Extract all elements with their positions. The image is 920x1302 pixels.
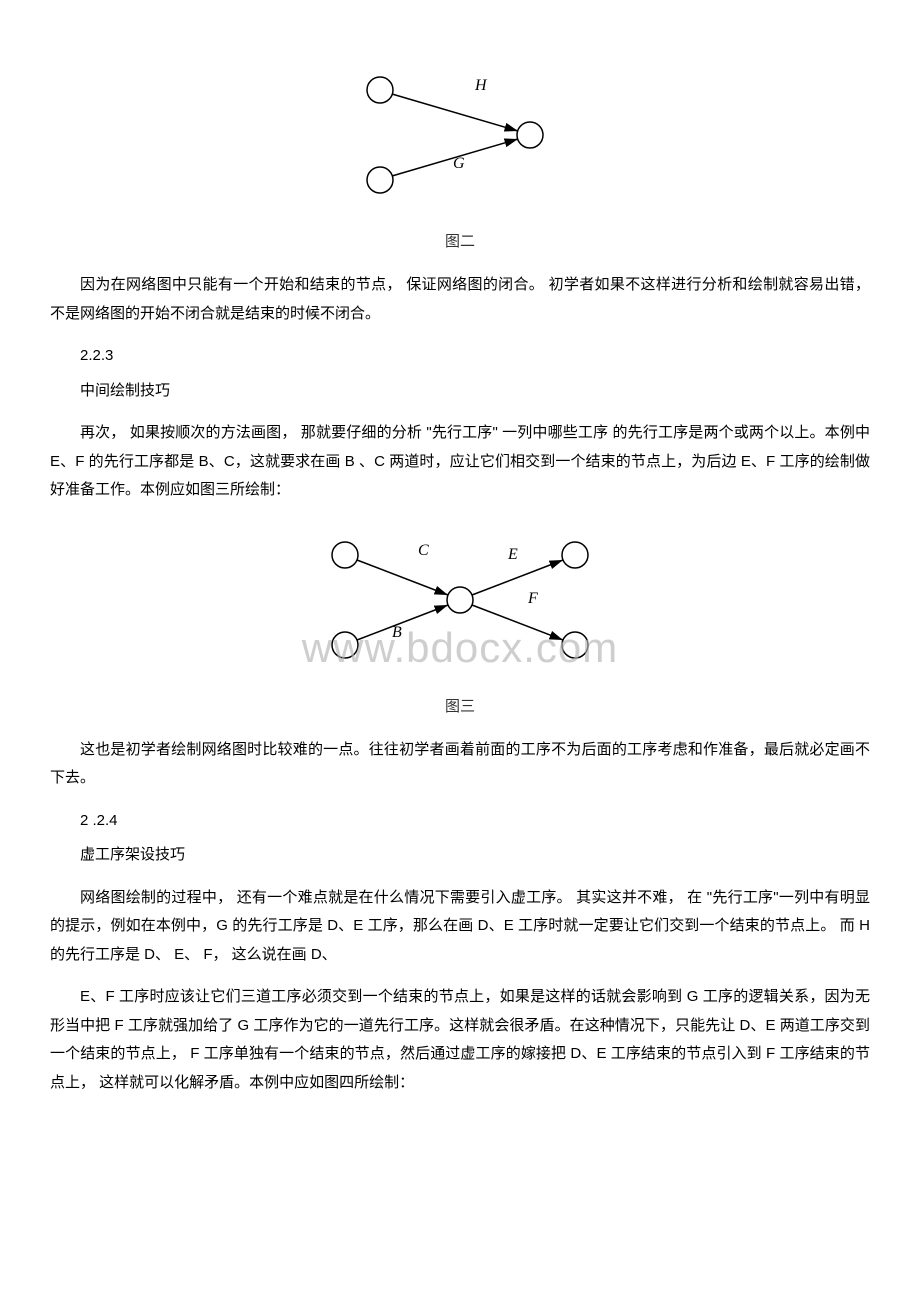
paragraph-1: 因为在网络图中只能有一个开始和结束的节点， 保证网络图的闭合。 初学者如果不这样… <box>50 271 870 328</box>
label-e: E <box>507 546 518 563</box>
paragraph-2: 再次， 如果按顺次的方法画图， 那就要仔细的分析 "先行工序" 一列中哪些工序 … <box>50 419 870 505</box>
label-g: G <box>453 155 465 172</box>
edge-e <box>472 560 563 595</box>
edge-b <box>357 605 448 640</box>
section-224-title: 虚工序架设技巧 <box>50 841 870 870</box>
paragraph-4: 网络图绘制的过程中， 还有一个难点就是在什么情况下需要引入虚工序。 其实这并不难… <box>50 884 870 970</box>
node-1 <box>367 77 393 103</box>
edge-f <box>472 605 563 640</box>
section-223-number: 2.2.3 <box>50 342 870 371</box>
figure-2-svg: H G <box>335 60 585 220</box>
edge-h <box>392 94 518 131</box>
node-m1 <box>332 542 358 568</box>
figure-3-container: C B E F 图三 <box>50 525 870 716</box>
paragraph-5: E、F 工序时应该让它们三道工序必须交到一个结束的节点上，如果是这样的话就会影响… <box>50 983 870 1097</box>
figure-3-svg: C B E F <box>310 525 610 685</box>
node-m3 <box>447 587 473 613</box>
label-c: C <box>418 542 429 559</box>
node-m4 <box>562 542 588 568</box>
figure-2-caption: 图二 <box>445 230 475 251</box>
section-223-title: 中间绘制技巧 <box>50 377 870 406</box>
node-m5 <box>562 632 588 658</box>
section-224-number: 2 .2.4 <box>50 807 870 836</box>
label-b: B <box>392 624 402 641</box>
node-2 <box>367 167 393 193</box>
paragraph-3: 这也是初学者绘制网络图时比较难的一点。往往初学者画着前面的工序不为后面的工序考虑… <box>50 736 870 793</box>
figure-3-caption: 图三 <box>445 695 475 716</box>
figure-2-container: H G 图二 <box>50 60 870 251</box>
label-h: H <box>474 77 488 94</box>
node-m2 <box>332 632 358 658</box>
node-3 <box>517 122 543 148</box>
label-f: F <box>527 590 538 607</box>
edge-c <box>357 560 448 595</box>
